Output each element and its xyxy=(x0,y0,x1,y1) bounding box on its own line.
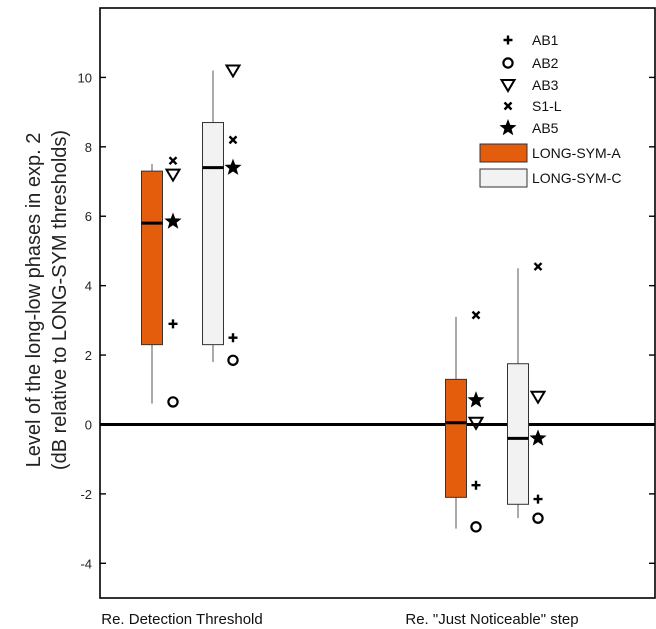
y-tick-label: 8 xyxy=(85,140,92,155)
marker-ab1 xyxy=(471,480,481,490)
legend-label: S1-L xyxy=(532,98,562,114)
y-tick-label: 0 xyxy=(85,417,92,432)
marker-ab5 xyxy=(224,158,242,175)
marker-ab2 xyxy=(167,396,179,408)
y-tick-label: 2 xyxy=(85,348,92,363)
box-body xyxy=(507,363,529,505)
x-category-label: Re. "Just Noticeable" step xyxy=(405,611,578,628)
marker-ab2 xyxy=(227,354,239,366)
legend-marker-s1-l xyxy=(503,101,513,111)
y-axis-label-line1: Level of the long-low phases in exp. 2 xyxy=(23,133,45,468)
marker-ab3 xyxy=(467,416,485,431)
y-tick-label: 4 xyxy=(85,279,92,294)
y-tick-label: 10 xyxy=(78,70,92,85)
marker-ab5 xyxy=(467,391,485,408)
legend-swatch-long-sym-a xyxy=(479,143,528,163)
legend-label: LONG-SYM-C xyxy=(532,170,621,186)
legend-marker-ab2 xyxy=(502,57,514,69)
box-long-sym-c-1 xyxy=(507,268,529,519)
marker-ab1 xyxy=(533,494,543,504)
legend-label: LONG-SYM-A xyxy=(532,145,621,161)
marker-ab3 xyxy=(164,168,182,183)
box-body xyxy=(141,170,163,346)
subject-markers-group xyxy=(164,64,547,533)
y-tick-label: -2 xyxy=(80,487,92,502)
marker-s1-l xyxy=(228,135,238,145)
marker-ab2 xyxy=(470,521,482,533)
plot-frame xyxy=(99,7,656,599)
legend-marker-ab3 xyxy=(499,79,517,93)
legend: AB1 AB2 AB3 S1-L AB5 LONG-SYM-A LONG-SYM-C xyxy=(479,32,621,188)
legend-label: AB3 xyxy=(532,77,559,93)
marker-ab1 xyxy=(168,319,178,329)
legend-swatch-long-sym-c xyxy=(479,168,528,188)
legend-label: AB2 xyxy=(532,55,559,71)
box-long-sym-c-0 xyxy=(202,70,224,362)
boxes-group xyxy=(141,70,529,529)
x-category-label: Re. Detection Threshold xyxy=(101,611,262,628)
y-axis-label-line2: (dB relative to LONG-SYM thresholds) xyxy=(49,130,71,470)
marker-s1-l xyxy=(168,156,178,166)
y-tick-label: -4 xyxy=(80,556,92,571)
marker-ab5 xyxy=(529,429,547,446)
box-body xyxy=(445,378,467,498)
marker-s1-l xyxy=(533,262,543,271)
marker-ab5 xyxy=(164,212,182,229)
marker-s1-l xyxy=(471,310,481,320)
box-long-sym-a-0 xyxy=(141,164,163,404)
category-labels-group: Re. Detection Threshold Re. "Just Noticea… xyxy=(101,611,578,628)
box-body xyxy=(202,122,224,346)
marker-ab2 xyxy=(532,512,544,524)
marker-ab3 xyxy=(529,390,547,405)
y-tick-label: 6 xyxy=(85,209,92,224)
legend-marker-ab1 xyxy=(503,35,513,45)
legend-label: AB1 xyxy=(532,32,559,48)
box-long-sym-a-1 xyxy=(445,316,467,529)
legend-marker-ab5 xyxy=(499,119,517,136)
legend-label: AB5 xyxy=(532,120,559,136)
marker-ab1 xyxy=(228,333,238,343)
marker-ab3 xyxy=(224,64,242,79)
